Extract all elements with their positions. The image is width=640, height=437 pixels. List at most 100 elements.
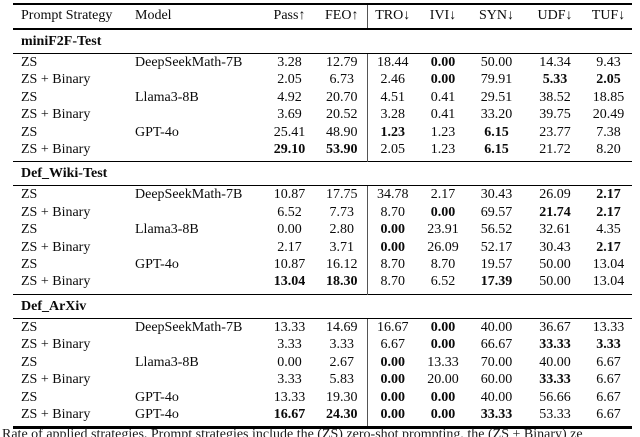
cell-prompt-strategy: ZS + Binary bbox=[21, 72, 91, 88]
section-title: Def_Wiki-Test bbox=[13, 161, 632, 187]
section-row: Def_Wiki-Test bbox=[13, 161, 632, 187]
table-row: ZS + Binary 29.10 53.90 2.05 1.23 6.15 21.72 8.… bbox=[13, 141, 632, 162]
cell-tuf: 4.35 bbox=[596, 222, 621, 238]
cell-pass: 25.41 bbox=[273, 124, 306, 140]
cell-model: GPT-4o bbox=[135, 406, 179, 422]
cell-prompt-strategy: ZS bbox=[21, 124, 38, 140]
cell-tro: 18.44 bbox=[366, 53, 418, 72]
cell-pass: 6.52 bbox=[277, 204, 302, 220]
cell-tuf: 6.67 bbox=[596, 389, 621, 405]
cell-tuf: 13.33 bbox=[592, 319, 625, 335]
cell-model: DeepSeekMath-7B bbox=[135, 55, 243, 70]
cell-ivi: 1.23 bbox=[430, 124, 456, 140]
cell-tro: 0.00 bbox=[366, 388, 418, 406]
cell-pass: 2.17 bbox=[277, 239, 302, 255]
cell-feo: 19.30 bbox=[326, 389, 358, 405]
cell-feo: 53.90 bbox=[326, 142, 358, 158]
cell-prompt-strategy: ZS + Binary bbox=[21, 142, 91, 158]
cell-model: GPT-4o bbox=[135, 257, 179, 273]
cell-feo: 16.12 bbox=[326, 257, 358, 273]
cell-tuf: 2.05 bbox=[596, 72, 621, 88]
cell-syn: 33.33 bbox=[480, 406, 513, 422]
column-header-pass: Pass↑ bbox=[262, 4, 317, 30]
cell-prompt-strategy: ZS + Binary bbox=[21, 204, 91, 220]
cell-tuf: 2.17 bbox=[596, 187, 621, 203]
cell-pass: 10.87 bbox=[273, 187, 306, 203]
cell-tuf: 3.33 bbox=[596, 337, 621, 353]
cell-udf: 5.33 bbox=[542, 72, 568, 88]
cell-syn: 29.51 bbox=[480, 89, 513, 105]
cell-model bbox=[135, 204, 262, 221]
section-body: ZS DeepSeekMath-7B 10.87 17.75 34.78 2.17 30.4… bbox=[13, 185, 632, 295]
cell-tuf: 8.20 bbox=[596, 142, 621, 158]
table-row: ZS + Binary 3.69 20.52 3.28 0.41 33.20 39.75 20… bbox=[13, 106, 632, 124]
cell-syn: 6.15 bbox=[484, 142, 509, 158]
cell-syn: 52.17 bbox=[480, 239, 513, 255]
column-header-model: Model bbox=[135, 4, 262, 30]
cell-ivi: 13.33 bbox=[427, 354, 459, 370]
cell-ivi: 0.41 bbox=[430, 107, 456, 123]
cell-model: Llama3-8B bbox=[135, 222, 199, 238]
cell-ivi: 0.41 bbox=[430, 89, 456, 105]
table-row: ZS + Binary 3.33 5.83 0.00 20.00 60.00 33.33 6.… bbox=[13, 371, 632, 389]
cell-feo: 48.90 bbox=[326, 124, 358, 140]
cell-tro: 3.28 bbox=[366, 106, 418, 124]
cell-prompt-strategy: ZS + Binary bbox=[21, 337, 91, 353]
cell-syn: 17.39 bbox=[480, 274, 513, 290]
cell-model: DeepSeekMath-7B bbox=[135, 319, 243, 335]
cell-tuf: 6.67 bbox=[596, 354, 621, 370]
cell-syn: 69.57 bbox=[480, 204, 513, 220]
cell-model: Llama3-8B bbox=[135, 354, 199, 370]
column-header-udf: UDF↓ bbox=[525, 4, 585, 30]
cell-model: GPT-4o bbox=[135, 124, 179, 140]
cell-ivi: 0.00 bbox=[430, 406, 456, 422]
cell-tuf: 2.17 bbox=[596, 239, 621, 255]
cell-tro: 0.00 bbox=[366, 405, 418, 428]
cell-ivi: 0.00 bbox=[430, 72, 456, 88]
cell-udf: 26.09 bbox=[539, 187, 571, 203]
cell-prompt-strategy: ZS + Binary bbox=[21, 372, 91, 388]
caption-fragment: Rate of applied strategies. Prompt strat… bbox=[2, 427, 583, 437]
cell-tro: 8.70 bbox=[366, 203, 418, 222]
section-title: miniF2F-Test bbox=[13, 28, 632, 54]
cell-tro: 0.00 bbox=[366, 238, 418, 257]
table-row: ZS GPT-4o 25.41 48.90 1.23 1.23 6.15 23.77 7.38 bbox=[13, 123, 632, 142]
cell-feo: 17.75 bbox=[326, 187, 358, 203]
cell-syn: 50.00 bbox=[480, 55, 513, 70]
cell-ivi: 20.00 bbox=[427, 372, 459, 388]
cell-pass: 2.05 bbox=[277, 72, 302, 88]
cell-tro: 6.67 bbox=[366, 336, 418, 354]
cell-feo: 3.71 bbox=[329, 239, 355, 255]
cell-syn: 66.67 bbox=[480, 337, 513, 353]
cell-pass: 4.92 bbox=[277, 89, 302, 105]
header-row: Prompt Strategy Model Pass↑ FEO↑ TRO↓ IVI↓ SYN… bbox=[13, 4, 632, 30]
cell-prompt-strategy: ZS + Binary bbox=[21, 239, 91, 255]
cell-syn: 19.57 bbox=[480, 257, 513, 273]
cell-syn: 6.15 bbox=[484, 124, 509, 140]
cell-pass: 3.33 bbox=[277, 372, 302, 388]
cell-ivi: 2.17 bbox=[430, 187, 456, 203]
cell-pass: 13.33 bbox=[273, 319, 306, 335]
cell-feo: 2.80 bbox=[329, 222, 355, 238]
table-row: ZS + Binary 6.52 7.73 8.70 0.00 69.57 21.74 2.1… bbox=[13, 203, 632, 222]
cell-model: GPT-4o bbox=[135, 389, 179, 405]
cell-model: DeepSeekMath-7B bbox=[135, 187, 243, 203]
cell-tro: 0.00 bbox=[366, 353, 418, 372]
cell-udf: 40.00 bbox=[539, 354, 571, 370]
cell-model bbox=[135, 106, 262, 123]
cell-feo: 6.73 bbox=[329, 72, 355, 88]
column-header-prompt-strategy: Prompt Strategy bbox=[13, 4, 135, 30]
cell-udf: 56.66 bbox=[539, 389, 571, 405]
cell-ivi: 8.70 bbox=[430, 257, 456, 273]
cell-udf: 21.74 bbox=[539, 204, 571, 220]
column-header-tro: TRO↓ bbox=[366, 4, 418, 30]
table-row: ZS + Binary 2.17 3.71 0.00 26.09 52.17 30.43 2.… bbox=[13, 238, 632, 257]
cell-syn: 40.00 bbox=[480, 389, 513, 405]
cell-feo: 20.70 bbox=[326, 89, 358, 105]
cell-udf: 23.77 bbox=[539, 124, 571, 140]
cell-feo: 2.67 bbox=[329, 354, 355, 370]
cell-tro: 2.05 bbox=[366, 141, 418, 162]
cell-udf: 38.52 bbox=[539, 89, 571, 105]
table-row: ZS + Binary 13.04 18.30 8.70 6.52 17.39 50.00 1… bbox=[13, 273, 632, 295]
table-row: ZS DeepSeekMath-7B 13.33 14.69 16.67 0.00 40.0… bbox=[13, 318, 632, 337]
